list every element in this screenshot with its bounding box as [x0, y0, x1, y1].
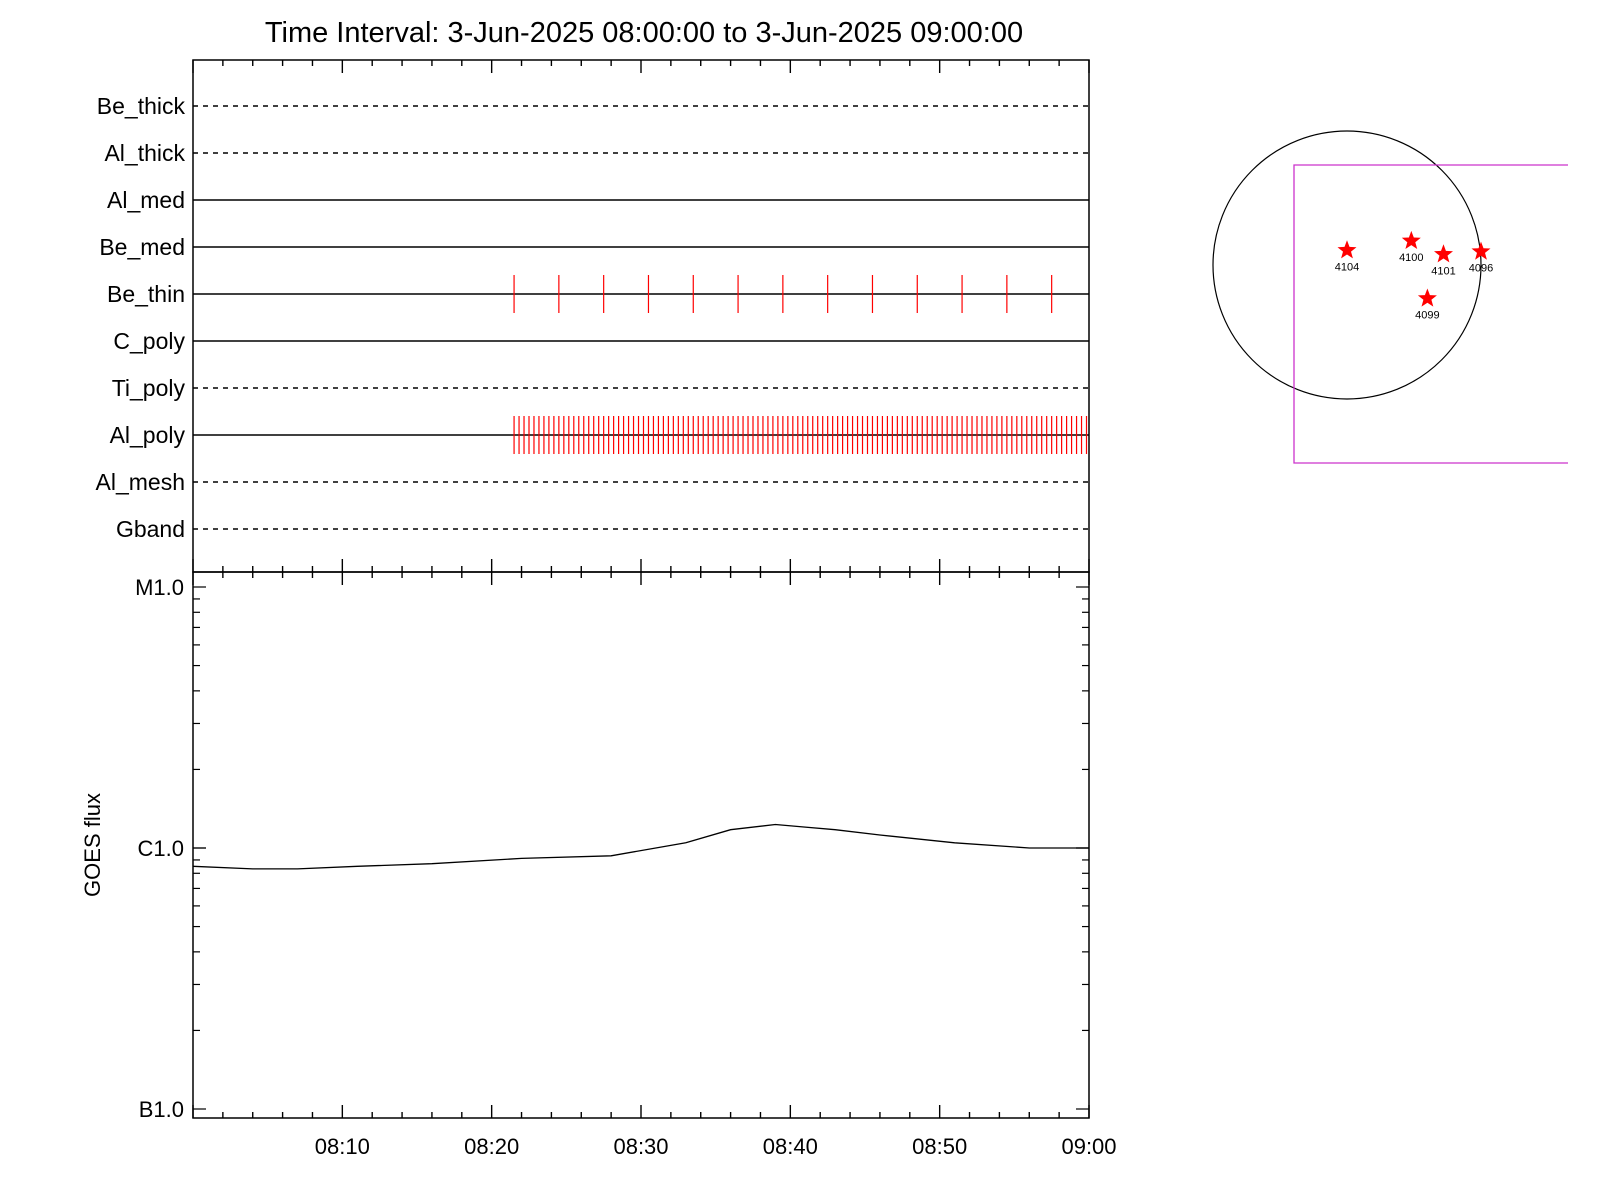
field-of-view-box [1293, 164, 1568, 464]
goes-ytick-labels: M1.0 C1.0 B1.0 [135, 575, 184, 1122]
goes-ylabel: GOES flux [80, 793, 105, 897]
row-label-al-mesh: Al_mesh [96, 469, 185, 495]
active-region-label: 4104 [1335, 261, 1359, 273]
active-region-label: 4099 [1415, 310, 1439, 322]
row-label-ti-poly: Ti_poly [112, 375, 186, 401]
goes-frame [192, 571, 1090, 1119]
xtick-label: 08:30 [613, 1134, 668, 1159]
active-region-star-icon [1471, 241, 1491, 260]
row-label-al-med: Al_med [107, 187, 185, 213]
ytick-label: C1.0 [138, 836, 184, 861]
timeline-ticks [192, 60, 1090, 572]
solar-disk [1212, 130, 1482, 400]
ytick-label: B1.0 [139, 1097, 184, 1122]
xtick-label: 08:40 [763, 1134, 818, 1159]
active-region-star-icon [1337, 240, 1357, 259]
row-label-al-thick: Al_thick [104, 140, 185, 166]
row-label-gband: Gband [116, 516, 185, 542]
active-region-label: 4101 [1431, 265, 1455, 277]
timeline-frame [192, 59, 1090, 573]
goes-ticks [192, 572, 1090, 1118]
timeline-rows: Be_thick Al_thick Al_med Be_med Be_thin C_pol… [96, 93, 1089, 542]
xtick-label: 08:50 [912, 1134, 967, 1159]
goes-xtick-labels: 08:10 08:20 08:30 08:40 08:50 09:00 [315, 1134, 1117, 1159]
active-region-label: 4100 [1399, 252, 1423, 264]
goes-flux-panel: M1.0 C1.0 B1.0 08:10 08:20 08:30 08:40 08:50 09… [80, 571, 1117, 1159]
active-region-markers: 4104 4100 4101 4096 4099 [1335, 230, 1493, 322]
xtick-label: 08:20 [464, 1134, 519, 1159]
active-region-label: 4096 [1469, 263, 1493, 275]
active-region-star-icon [1417, 288, 1437, 307]
chart-title: Time Interval: 3-Jun-2025 08:00:00 to 3-… [265, 17, 1023, 49]
xtick-label: 08:10 [315, 1134, 370, 1159]
row-label-c-poly: C_poly [113, 328, 185, 354]
row-label-be-thick: Be_thick [97, 93, 186, 119]
xtick-label: 09:00 [1061, 1134, 1116, 1159]
instrument-timeline-panel: Be_thick Al_thick Al_med Be_med Be_thin C_pol… [96, 59, 1090, 573]
row-label-al-poly: Al_poly [110, 422, 186, 448]
row-label-be-med: Be_med [99, 234, 185, 260]
row-label-be-thin: Be_thin [107, 281, 185, 307]
solar-disk-map: 4104 4100 4101 4096 4099 [1212, 130, 1568, 464]
active-region-star-icon [1401, 230, 1421, 249]
ytick-label: M1.0 [135, 575, 184, 600]
goes-flux-line [192, 823, 1089, 870]
active-region-star-icon [1434, 244, 1453, 263]
